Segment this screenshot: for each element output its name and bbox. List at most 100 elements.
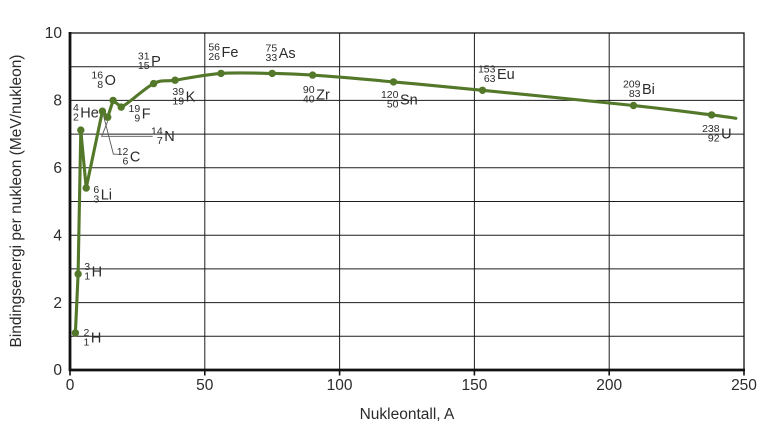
curve-layer (73, 71, 738, 335)
atomic-number: 40 (303, 94, 315, 106)
atomic-number: 1 (84, 271, 90, 283)
y-tick-label: 4 (53, 227, 62, 244)
isotope-label-4He: 42 He (73, 102, 99, 124)
data-point-153Eu (478, 86, 487, 95)
atomic-number: 3 (93, 194, 99, 206)
element-symbol: Bi (642, 82, 655, 98)
leader-line-12C (102, 115, 118, 155)
mass-number: 6 (93, 184, 99, 196)
isotope-label-19F: 199 F (129, 103, 151, 125)
element-symbol: F (142, 107, 151, 123)
mass-number: 2 (84, 327, 90, 339)
data-point-4He (77, 126, 85, 134)
atomic-number: 63 (484, 73, 496, 85)
data-point-2H (71, 329, 80, 337)
x-tick-label: 50 (196, 377, 214, 394)
mass-number: 3 (84, 261, 90, 273)
y-tick-label: 10 (45, 25, 63, 42)
mass-number: 19 (129, 103, 141, 115)
element-symbol: Sn (400, 92, 418, 108)
element-symbol: As (279, 46, 296, 62)
y-axis-title: Bindingsenergi per nukleon (MeV/nukleon) (8, 55, 25, 348)
isotope-label-3H: 31 H (84, 261, 102, 283)
atomic-number: 33 (266, 52, 278, 64)
atomic-number: 2 (73, 112, 79, 124)
data-points-layer (71, 69, 716, 337)
atomic-number: 92 (708, 132, 720, 144)
atomic-number: 15 (138, 60, 150, 72)
atomic-number: 1 (84, 336, 90, 348)
y-tick-label: 2 (53, 295, 62, 312)
element-symbol: He (80, 106, 99, 122)
data-point-31P (149, 79, 158, 88)
atomic-number: 26 (208, 51, 220, 63)
isotope-label-16O: 168 O (91, 69, 115, 91)
element-symbol: N (164, 129, 174, 145)
mass-number: 209 (623, 79, 641, 91)
mass-number: 153 (478, 63, 496, 75)
mass-number: 39 (172, 86, 184, 98)
element-symbol: Li (101, 188, 112, 204)
mass-number: 56 (208, 41, 220, 53)
element-symbol: Zr (316, 88, 330, 104)
data-point-90Zr (308, 71, 317, 79)
x-tick-label: 200 (596, 377, 622, 394)
data-point-16O (109, 96, 117, 105)
mass-number: 14 (151, 125, 163, 137)
data-point-75As (268, 69, 276, 78)
data-point-19F (117, 103, 125, 111)
isotope-label-2H: 21 H (84, 327, 102, 349)
element-symbol: C (130, 150, 140, 166)
atomic-number: 83 (629, 88, 641, 100)
x-tick-label: 250 (731, 377, 757, 394)
element-symbol: Eu (497, 67, 515, 83)
element-symbol: H (92, 265, 102, 281)
isotope-label-14N: 147 N (151, 125, 175, 147)
isotope-label-12C: 126 C (117, 146, 141, 168)
x-tick-label: 100 (327, 377, 353, 394)
mass-number: 75 (266, 42, 278, 54)
mass-number: 4 (73, 102, 79, 114)
axes-layer (68, 32, 745, 376)
element-symbol: O (105, 73, 116, 89)
leader-line-14N (101, 121, 153, 137)
atomic-number: 7 (157, 135, 163, 147)
mass-number: 12 (117, 146, 129, 158)
atomic-number: 19 (172, 96, 184, 108)
x-tick-label: 150 (461, 377, 487, 394)
y-tick-label: 0 (53, 362, 62, 379)
atomic-number: 9 (134, 113, 140, 125)
data-point-39K (171, 76, 179, 84)
x-tick-label: 0 (66, 377, 75, 394)
binding-energy-curve (73, 71, 738, 335)
data-point-209Bi (629, 101, 638, 110)
atomic-number: 8 (97, 79, 103, 91)
data-point-6Li (82, 184, 90, 192)
atomic-number: 6 (123, 156, 129, 168)
data-point-238U (707, 111, 716, 119)
isotope-label-6Li: 63 Li (93, 184, 112, 206)
element-symbol: P (151, 54, 161, 70)
mass-number: 238 (702, 123, 720, 135)
y-tick-label: 8 (53, 93, 62, 110)
element-symbol: Fe (222, 45, 239, 61)
data-point-56Fe (217, 69, 225, 78)
atomic-number: 50 (387, 98, 399, 110)
y-tick-label: 6 (53, 160, 62, 177)
mass-number: 90 (303, 84, 315, 96)
mass-number: 31 (138, 51, 150, 63)
element-symbol: U (721, 126, 731, 142)
